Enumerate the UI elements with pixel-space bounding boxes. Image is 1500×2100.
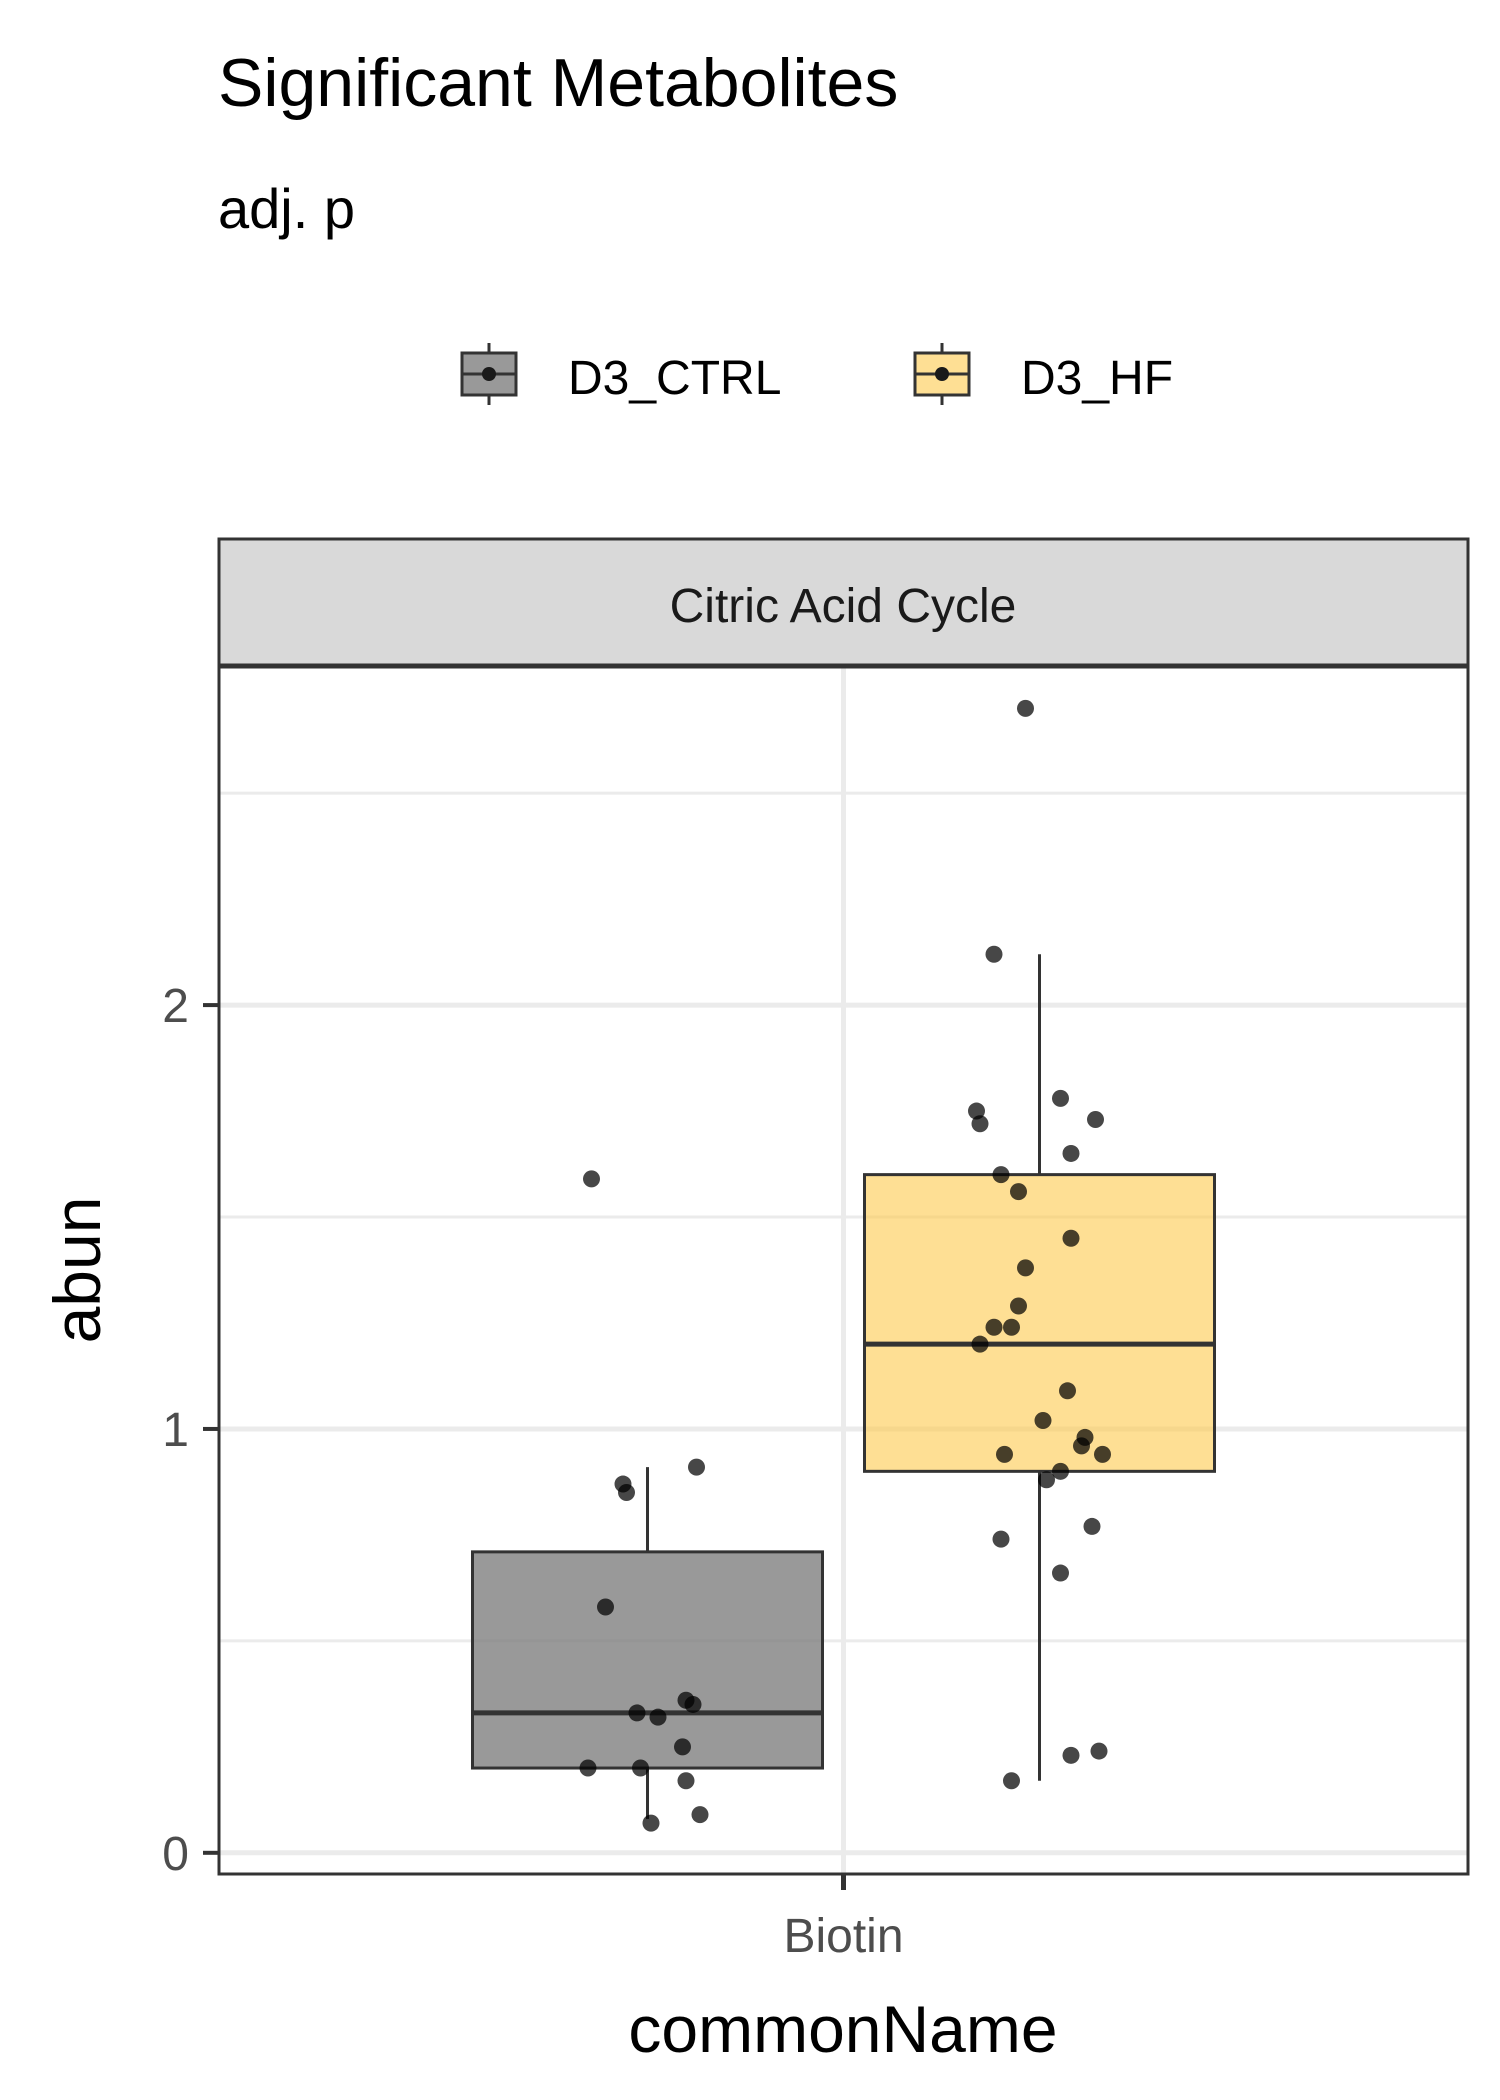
data-point [597,1598,614,1616]
data-point [1094,1445,1111,1463]
legend-label-d3-ctrl: D3_CTRL [568,352,781,405]
data-point [985,945,1003,963]
data-point [1090,1742,1108,1760]
data-point [1034,1411,1052,1429]
x-tick-label: Biotin [783,1910,903,1963]
data-point [992,1166,1010,1184]
y-axis-title: abun [40,1197,114,1344]
data-point [1087,1111,1104,1129]
data-point [985,1318,1003,1336]
data-point [1073,1437,1090,1455]
y-tick-label: 2 [162,980,189,1033]
data-point [579,1759,597,1777]
data-point [971,1115,989,1133]
data-point [583,1170,600,1188]
data-point [691,1806,709,1824]
legend: D3_CTRL D3_HF [460,343,1173,405]
y-tick-label: 1 [162,1404,189,1457]
data-point [1062,1229,1080,1247]
data-point [674,1738,691,1756]
y-tick-label: 0 [162,1828,189,1881]
grid [219,666,1468,1874]
data-point [1003,1318,1020,1336]
facet-strip-label: Citric Acid Cycle [670,580,1017,633]
data-point [1017,1259,1034,1277]
chart-title: Significant Metabolites [218,45,898,121]
data-point [1010,1297,1027,1315]
data-point [992,1530,1010,1548]
points [579,699,1111,1832]
chart-subtitle: adj. p [218,177,355,240]
data-point [618,1484,635,1502]
data-point [1052,1089,1069,1107]
data-point [1038,1471,1055,1489]
data-point [642,1814,660,1832]
data-point [628,1704,646,1722]
data-point [677,1772,695,1790]
data-point [632,1759,649,1777]
legend-key-d3-ctrl [460,343,518,405]
data-point [1059,1382,1076,1400]
legend-key-d3-hf [913,343,971,405]
data-point [1017,699,1034,717]
boxplot-d3-ctrl [471,1467,824,1819]
data-point [1062,1746,1080,1764]
data-point [684,1695,702,1713]
x-axis-title: commonName [628,1992,1057,2066]
axes: 0 1 2 Biotin [162,980,903,1963]
data-point [1010,1183,1027,1201]
data-point [649,1708,667,1726]
data-point [996,1445,1013,1463]
data-point [1003,1772,1020,1790]
data-point [1062,1144,1080,1162]
data-point [1083,1517,1101,1535]
facet-strip: Citric Acid Cycle [217,537,1470,668]
data-point [971,1335,989,1353]
data-point [1052,1564,1069,1582]
data-point [688,1458,705,1476]
data-point [1052,1462,1069,1480]
legend-label-d3-hf: D3_HF [1021,352,1173,405]
box-iqr [471,1550,824,1770]
